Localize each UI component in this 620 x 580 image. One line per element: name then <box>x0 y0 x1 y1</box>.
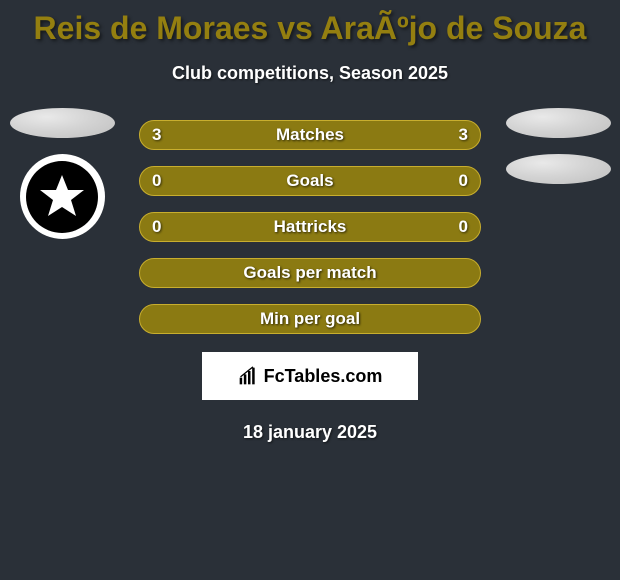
left-player-badges <box>2 108 122 239</box>
chart-icon <box>238 366 258 386</box>
stat-bars: 3 Matches 3 0 Goals 0 0 Hattricks 0 Goal… <box>139 120 481 334</box>
page-subtitle: Club competitions, Season 2025 <box>0 63 620 84</box>
stat-label: Min per goal <box>260 309 360 329</box>
right-player-badges <box>498 108 618 184</box>
stat-right-value: 0 <box>459 171 468 191</box>
star-icon <box>37 172 87 222</box>
stat-label: Hattricks <box>274 217 347 237</box>
stat-bar: 3 Matches 3 <box>139 120 481 150</box>
club-badge-placeholder-icon <box>506 154 611 184</box>
stat-bar: 0 Goals 0 <box>139 166 481 196</box>
site-name: FcTables.com <box>264 366 383 387</box>
stat-label: Goals <box>286 171 333 191</box>
stat-left-value: 0 <box>152 217 161 237</box>
stat-left-value: 0 <box>152 171 161 191</box>
botafogo-badge-icon <box>20 154 105 239</box>
club-badge-placeholder-icon <box>10 108 115 138</box>
stat-bar: Goals per match <box>139 258 481 288</box>
stat-bar: Min per goal <box>139 304 481 334</box>
stat-label: Matches <box>276 125 344 145</box>
date-text: 18 january 2025 <box>0 422 620 443</box>
stat-label: Goals per match <box>243 263 376 283</box>
page-title: Reis de Moraes vs AraÃºjo de Souza <box>0 6 620 51</box>
club-badge-placeholder-icon <box>506 108 611 138</box>
stat-right-value: 3 <box>459 125 468 145</box>
stat-right-value: 0 <box>459 217 468 237</box>
content-area: 3 Matches 3 0 Goals 0 0 Hattricks 0 Goal… <box>0 120 620 443</box>
stat-bar: 0 Hattricks 0 <box>139 212 481 242</box>
stat-left-value: 3 <box>152 125 161 145</box>
comparison-card: Reis de Moraes vs AraÃºjo de Souza Club … <box>0 0 620 443</box>
branding-box: FcTables.com <box>202 352 418 400</box>
